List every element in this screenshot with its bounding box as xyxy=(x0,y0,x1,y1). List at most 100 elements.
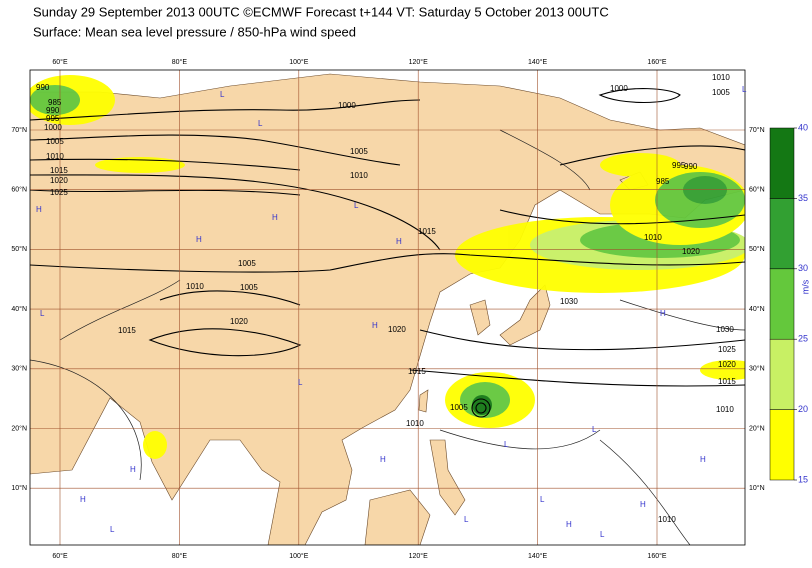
pressure-center: L xyxy=(258,119,263,128)
isobar-label: 1005 xyxy=(450,403,468,412)
isobar-label: 1005 xyxy=(350,147,368,156)
colorbar-segment xyxy=(769,268,795,340)
isobar-label: 1030 xyxy=(560,297,578,306)
isobar-label: 1010 xyxy=(186,282,204,291)
isobar-label: 1015 xyxy=(418,227,436,236)
land xyxy=(30,73,745,545)
lon-label: 60°E xyxy=(52,552,68,560)
isobar-label: 1010 xyxy=(644,233,662,242)
isobar-labels: 1010 1005 1000 1000 990 985 990 995 1000… xyxy=(36,73,736,524)
isobar-label: 990 xyxy=(46,106,60,115)
pressure-center: H xyxy=(660,309,666,318)
colorbar-label: 25 xyxy=(798,334,808,344)
pressure-center: L xyxy=(354,201,359,210)
subtitle: Surface: Mean sea level pressure / 850-h… xyxy=(33,24,356,39)
pressure-center: H xyxy=(372,321,378,330)
isobar-label: 1015 xyxy=(718,377,736,386)
isobars xyxy=(30,88,745,545)
isobar-label: 1000 xyxy=(610,84,628,93)
pressure-center: H xyxy=(396,237,402,246)
isobar-label: 1000 xyxy=(44,123,62,132)
colorbar-unit: m/s xyxy=(800,279,810,294)
pressure-center: L xyxy=(600,530,605,539)
isobar-label: 1010 xyxy=(712,73,730,82)
colorbar-segment xyxy=(769,127,795,199)
isobar-label: 1005 xyxy=(46,137,64,146)
lon-label: 100°E xyxy=(289,552,308,560)
isobar-label: 990 xyxy=(36,83,50,92)
colorbar-segment xyxy=(769,198,795,270)
colorbar-label: 30 xyxy=(798,263,808,273)
lon-label: 160°E xyxy=(647,58,666,66)
isobar-label: 1005 xyxy=(712,88,730,97)
isobar-label: 1015 xyxy=(408,367,426,376)
pressure-center: H xyxy=(566,520,572,529)
lat-label: 50°N xyxy=(11,245,27,253)
colorbar-label: 20 xyxy=(798,404,808,414)
isobar-label: 1010 xyxy=(350,171,368,180)
lat-label: 70°N xyxy=(11,126,27,134)
lon-label: 80°E xyxy=(172,58,188,66)
pressure-center: L xyxy=(110,525,115,534)
colorbar-label: 35 xyxy=(798,193,808,203)
lon-label: 140°E xyxy=(528,58,547,66)
colorbar-segment xyxy=(769,338,795,410)
lat-label: 70°N xyxy=(749,126,765,134)
pressure-centers: L L H H H L H L H L H L H L H L H L H L … xyxy=(36,85,747,539)
pressure-center: H xyxy=(380,455,386,464)
isobar-label: 995 xyxy=(672,161,686,170)
lat-label: 40°N xyxy=(11,305,27,313)
lat-label: 60°N xyxy=(11,186,27,194)
pressure-center: H xyxy=(700,455,706,464)
pressure-center: L xyxy=(504,440,509,449)
title: Sunday 29 September 2013 00UTC ©ECMWF Fo… xyxy=(33,4,609,19)
lon-label: 140°E xyxy=(528,552,547,560)
pressure-center: H xyxy=(130,465,136,474)
land xyxy=(364,489,431,545)
lon-label: 80°E xyxy=(172,552,188,560)
isobar-label: 1000 xyxy=(338,101,356,110)
pressure-center: L xyxy=(298,378,303,387)
lat-label: 30°N xyxy=(11,365,27,373)
lat-label: 40°N xyxy=(749,305,765,313)
lon-label: 60°E xyxy=(52,58,68,66)
lat-label: 60°N xyxy=(749,186,765,194)
land xyxy=(469,299,491,336)
isobar-label: 1020 xyxy=(230,317,248,326)
isobar-label: 1010 xyxy=(46,152,64,161)
pressure-center: L xyxy=(220,90,225,99)
lat-label: 10°N xyxy=(749,484,765,492)
colorbar-segment xyxy=(769,409,795,481)
lon-label: 120°E xyxy=(409,552,428,560)
graticule xyxy=(30,70,745,545)
pressure-center: L xyxy=(40,309,45,318)
pressure-center: H xyxy=(80,495,86,504)
pressure-center: L xyxy=(540,495,545,504)
lat-label: 10°N xyxy=(11,484,27,492)
isobar-label: 1015 xyxy=(118,326,136,335)
isobar-label: 995 xyxy=(46,114,60,123)
isobar-label: 1015 xyxy=(50,166,68,175)
lat-label: 20°N xyxy=(749,424,765,432)
isobar-label: 1005 xyxy=(240,283,258,292)
land xyxy=(429,439,466,516)
map-frame xyxy=(29,69,746,546)
isobar-label: 985 xyxy=(656,177,670,186)
colorbar: 15 20 25 30 35 40 m/s xyxy=(769,122,810,484)
pressure-center: H xyxy=(640,500,646,509)
isobar-label: 1020 xyxy=(718,360,736,369)
axes: 60°E 60°E 80°E 80°E 100°E 100°E 120°E 120°E 140°… xyxy=(11,58,764,560)
lat-label: 30°N xyxy=(749,365,765,373)
isobar-label: 1010 xyxy=(716,405,734,414)
isobar-label: 1005 xyxy=(238,259,256,268)
lat-label: 20°N xyxy=(11,424,27,432)
pressure-center: H xyxy=(36,205,42,214)
isobar-label: 990 xyxy=(684,162,698,171)
pressure-center: L xyxy=(742,85,747,94)
isobar-label: 1030 xyxy=(716,325,734,334)
isobar-label: 1025 xyxy=(50,188,68,197)
lon-label: 160°E xyxy=(647,552,666,560)
colorbar-label: 40 xyxy=(798,122,808,132)
isobar-label: 1010 xyxy=(406,419,424,428)
